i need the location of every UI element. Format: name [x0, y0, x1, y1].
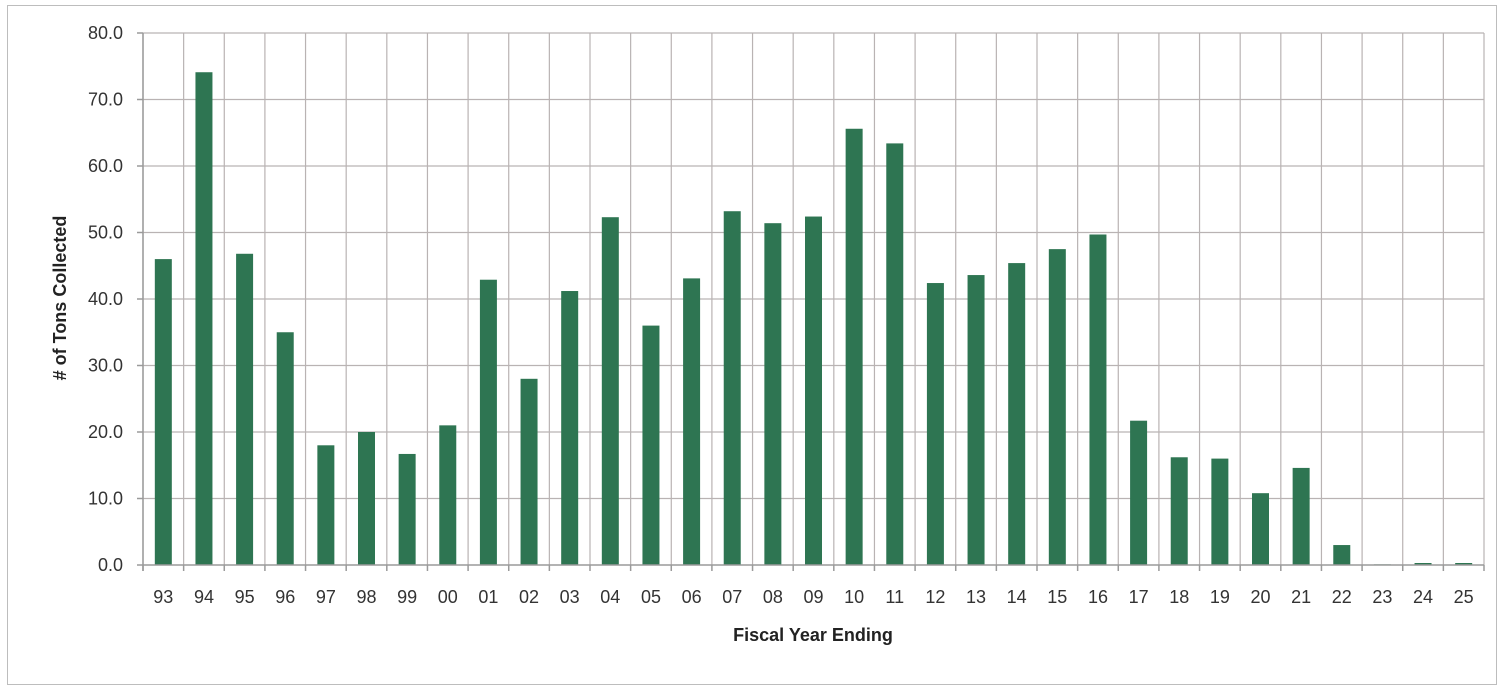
x-tick-label: 99	[397, 587, 417, 607]
y-tick-label: 40.0	[88, 289, 123, 309]
x-tick-label: 00	[438, 587, 458, 607]
x-tick-label: 97	[316, 587, 336, 607]
bar	[154, 259, 172, 565]
x-tick-label: 19	[1210, 587, 1230, 607]
x-tick-label: 24	[1413, 587, 1433, 607]
x-tick-label: 25	[1454, 587, 1474, 607]
x-tick-label: 14	[1007, 587, 1027, 607]
x-tick-label: 13	[966, 587, 986, 607]
bar	[926, 283, 944, 565]
x-tick-label: 93	[153, 587, 173, 607]
x-tick-label: 11	[885, 587, 904, 607]
y-tick-label: 30.0	[88, 356, 123, 376]
y-tick-label: 80.0	[88, 23, 123, 43]
x-tick-label: 23	[1372, 587, 1392, 607]
bar	[1008, 263, 1026, 565]
bar	[723, 211, 741, 565]
bar	[683, 278, 701, 565]
x-axis-title: Fiscal Year Ending	[733, 625, 893, 645]
bar	[1130, 420, 1148, 565]
x-tick-label: 95	[235, 587, 255, 607]
x-tick-label: 08	[763, 587, 783, 607]
x-tick-label: 96	[275, 587, 295, 607]
x-tick-label: 16	[1088, 587, 1108, 607]
y-tick-label: 0.0	[98, 555, 123, 575]
bar	[845, 128, 863, 565]
x-tick-label: 18	[1169, 587, 1189, 607]
x-tick-label: 12	[925, 587, 945, 607]
x-tick-label: 09	[803, 587, 823, 607]
x-tick-label: 21	[1291, 587, 1311, 607]
bar	[1048, 249, 1066, 565]
bar	[276, 332, 294, 565]
bar	[520, 378, 538, 565]
bar	[1455, 563, 1473, 565]
bars	[154, 72, 1473, 566]
x-tick-label: 07	[722, 587, 742, 607]
y-tick-label: 60.0	[88, 156, 123, 176]
x-tick-label: 06	[682, 587, 702, 607]
y-tick-label: 20.0	[88, 422, 123, 442]
bar	[1292, 467, 1310, 565]
bar	[886, 143, 904, 565]
x-tick-label: 98	[356, 587, 376, 607]
bar	[236, 253, 254, 565]
bar	[967, 275, 985, 565]
bar	[1414, 563, 1432, 565]
axes	[137, 32, 1485, 571]
x-tick-label: 01	[478, 587, 498, 607]
y-tick-labels: 0.0 10.0 20.0 30.0 40.0 50.0 60.0 70.0 80.0	[88, 23, 123, 575]
x-tick-label: 10	[844, 587, 864, 607]
bar	[195, 72, 213, 566]
y-tick-label: 50.0	[88, 223, 123, 243]
x-tick-label: 94	[194, 587, 214, 607]
bar	[1170, 457, 1188, 565]
bar	[439, 425, 457, 565]
x-tick-label: 02	[519, 587, 539, 607]
bar	[479, 279, 497, 565]
x-tick-label: 04	[600, 587, 620, 607]
bar	[398, 453, 416, 565]
bar	[764, 223, 782, 565]
x-tick-label: 05	[641, 587, 661, 607]
x-tick-label: 15	[1047, 587, 1067, 607]
bar	[561, 291, 579, 565]
y-tick-label: 70.0	[88, 90, 123, 110]
bar	[1089, 234, 1107, 565]
bar	[805, 216, 822, 566]
bar	[317, 445, 335, 565]
bar	[601, 217, 619, 565]
y-tick-label: 10.0	[88, 489, 123, 509]
y-axis-title: # of Tons Collected	[50, 216, 70, 381]
x-tick-label: 17	[1129, 587, 1149, 607]
x-tick-label: 20	[1250, 587, 1270, 607]
bar	[358, 432, 375, 565]
bar	[1333, 545, 1351, 565]
x-tick-label: 03	[560, 587, 580, 607]
x-tick-labels: 93 94 95 96 97 98 99 00 01 02 03 04 05 06 07 08 09 10 11 12…	[153, 587, 1473, 607]
bar	[1211, 458, 1229, 565]
x-tick-label: 22	[1332, 587, 1352, 607]
bar	[642, 325, 660, 565]
bar	[1252, 493, 1269, 565]
